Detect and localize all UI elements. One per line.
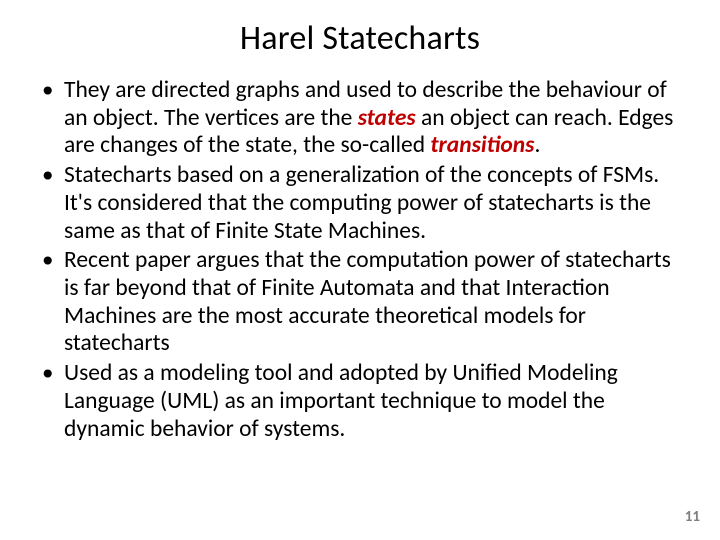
page-number: 11 — [685, 508, 700, 526]
bullet-item-1: They are directed graphs and used to des… — [38, 77, 682, 160]
bullet-text-2: Statecharts based on a generalization of… — [64, 161, 659, 244]
slide: Harel Statecharts They are directed grap… — [0, 0, 720, 540]
bullet-text-4: Used as a modeling tool and adopted by U… — [64, 359, 618, 442]
bullet-item-2: Statecharts based on a generalization of… — [38, 162, 682, 245]
slide-title: Harel Statecharts — [38, 18, 682, 59]
bullet-list: They are directed graphs and used to des… — [38, 77, 682, 443]
bullet-item-4: Used as a modeling tool and adopted by U… — [38, 360, 682, 443]
keyword-states: states — [358, 104, 416, 132]
bullet-text-1c: . — [534, 131, 540, 159]
bullet-text-3: Recent paper argues that the computation… — [64, 246, 671, 357]
keyword-transitions: transitions — [430, 131, 534, 159]
bullet-item-3: Recent paper argues that the computation… — [38, 247, 682, 358]
